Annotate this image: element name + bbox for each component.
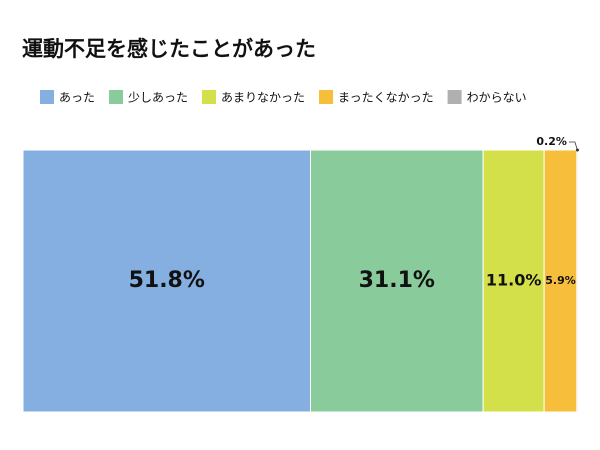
bar-segment [576,149,579,413]
data-label: 0.2% [536,135,567,148]
leader-dot [575,148,579,152]
bar-segment [482,149,545,413]
legend-label: まったくなかった [338,91,434,105]
legend-swatch [319,90,334,104]
bar-segment [22,149,311,413]
legend-swatch [447,90,462,104]
chart-title: 運動不足を感じたことがあった [22,37,316,61]
legend-label: あった [59,91,95,105]
legend-swatch [202,90,217,104]
legend-swatch [40,90,54,104]
bar-segment [309,149,484,413]
legend-label: 少しあった [128,91,188,105]
data-label: 51.8% [129,268,205,293]
data-label: 31.1% [359,268,435,293]
data-label: 11.0% [486,271,542,290]
legend-swatch [109,90,124,104]
legend-label: わからない [467,91,527,105]
legend-label: あまりなかった [221,91,305,105]
leader-line [568,141,578,151]
data-label: 5.9% [545,274,576,287]
